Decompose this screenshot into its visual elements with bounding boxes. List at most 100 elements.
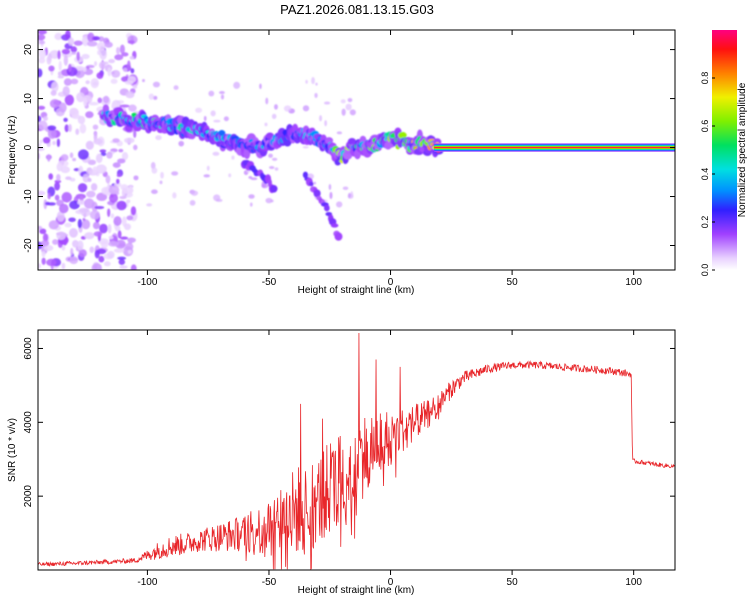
noise-blob xyxy=(38,105,46,110)
noise-blob xyxy=(107,223,112,234)
noise-blob xyxy=(103,95,110,104)
scatter-blob xyxy=(323,101,331,105)
noise-blob xyxy=(98,255,105,263)
scatter-blob xyxy=(314,92,318,99)
ridge-blob xyxy=(397,131,407,139)
scatter-blob xyxy=(159,180,163,185)
noise-blob xyxy=(103,261,111,267)
snr-x-ticks: -100 -50 0 50 100 xyxy=(137,330,642,588)
noise-blob xyxy=(97,97,103,104)
noise-blob xyxy=(87,177,92,182)
scatter-blob xyxy=(302,145,309,149)
noise-blob xyxy=(65,30,71,40)
snr-panel: -100 -50 0 50 100 2000 4000 6000 Height of str… xyxy=(7,329,676,596)
scatter-blob xyxy=(265,97,269,105)
noise-blob xyxy=(94,205,105,210)
noise-blob xyxy=(108,59,116,64)
scatter-blob xyxy=(313,181,317,185)
noise-blob xyxy=(76,51,80,62)
noise-blob xyxy=(39,139,43,144)
noise-blob xyxy=(127,76,137,83)
noise-blob xyxy=(126,215,134,221)
noise-blob xyxy=(116,173,122,178)
noise-blob xyxy=(126,199,131,203)
zero-band-layer xyxy=(434,147,675,148)
noise-blob xyxy=(126,60,131,72)
noise-blob xyxy=(124,137,135,144)
noise-blob xyxy=(60,154,69,162)
snr-x-tick-label: -100 xyxy=(137,577,157,588)
noise-blob xyxy=(119,44,125,55)
scatter-blob xyxy=(248,194,255,199)
snr-y-tick-label: 2000 xyxy=(23,485,34,508)
noise-blob xyxy=(60,166,70,174)
spectrogram-frame xyxy=(37,29,676,271)
colorbar-ticks: 0.0 0.2 0.4 0.6 0.8 xyxy=(700,72,715,276)
spectrogram-y-tick-label: 10 xyxy=(23,93,34,105)
noise-blob xyxy=(41,257,46,265)
noise-blob xyxy=(111,71,115,75)
noise-blob xyxy=(128,185,133,194)
noise-blob xyxy=(63,117,68,122)
snr-series-line xyxy=(38,332,675,570)
scatter-blob xyxy=(189,199,196,206)
noise-blob xyxy=(96,264,102,270)
noise-blob xyxy=(75,128,80,135)
noise-blob xyxy=(130,68,135,74)
noise-blob xyxy=(110,213,115,219)
scatter-blob xyxy=(213,119,221,123)
snr-x-tick-label: -50 xyxy=(262,577,277,588)
noise-blob xyxy=(51,81,59,93)
noise-blob xyxy=(69,256,79,265)
noise-blob xyxy=(56,211,65,222)
noise-blob xyxy=(121,152,129,161)
noise-blob xyxy=(94,61,98,67)
noise-blob xyxy=(64,222,72,228)
noise-blob xyxy=(85,80,90,85)
noise-blob xyxy=(52,140,56,146)
noise-blob xyxy=(107,208,111,217)
noise-blob xyxy=(92,124,99,130)
noise-blob xyxy=(77,115,86,125)
snr-plot-area xyxy=(38,330,675,570)
scatter-blob xyxy=(148,93,155,100)
noise-blob xyxy=(47,154,51,162)
scatter-blob xyxy=(315,82,318,86)
noise-blob xyxy=(107,250,115,259)
noise-blob xyxy=(127,249,132,254)
noise-blob xyxy=(113,216,122,226)
noise-blob xyxy=(94,249,100,259)
scatter-blob xyxy=(155,135,162,141)
scatter-blob xyxy=(195,107,203,113)
noise-blob xyxy=(73,40,83,46)
noise-blob xyxy=(70,46,77,53)
noise-blob xyxy=(47,192,51,200)
noise-blob xyxy=(112,162,121,168)
scatter-blob xyxy=(305,79,308,84)
noise-blob xyxy=(77,218,83,229)
noise-blob xyxy=(117,256,127,260)
noise-blob xyxy=(107,67,112,77)
noise-blob xyxy=(100,152,107,157)
spectrogram-x-ticks: -100 -50 0 50 100 xyxy=(137,30,642,288)
noise-blob xyxy=(68,63,72,73)
noise-blob xyxy=(48,65,55,72)
noise-blob xyxy=(68,123,72,133)
scatter-blob xyxy=(248,175,253,179)
branch-blob xyxy=(313,189,321,198)
scatter-blob xyxy=(151,167,158,174)
noise-blob xyxy=(77,183,88,193)
spectrogram-x-tick-label: 50 xyxy=(507,277,519,288)
noise-blob xyxy=(83,198,95,209)
noise-blob xyxy=(96,192,108,202)
scatter-blob xyxy=(259,83,262,90)
scatter-blob xyxy=(210,110,216,117)
noise-blob xyxy=(59,203,69,214)
noise-blob xyxy=(119,195,127,200)
noise-blob xyxy=(89,246,95,254)
noise-blob xyxy=(108,185,120,195)
noise-blob xyxy=(93,138,103,145)
scatter-blob xyxy=(271,157,278,161)
noise-blob xyxy=(67,37,75,46)
noise-blob xyxy=(63,54,69,66)
